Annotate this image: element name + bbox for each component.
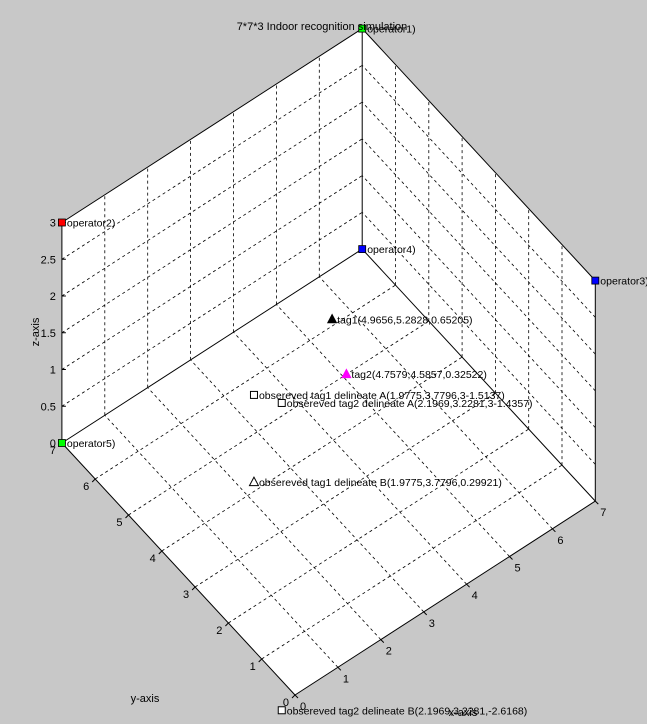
y-tick-label: 2 (216, 625, 222, 637)
box-edge (361, 248, 596, 502)
z-tick-label: 0.5 (41, 401, 56, 413)
z-tick-label: 2.5 (41, 254, 56, 266)
y-axis-label: y-axis (131, 693, 160, 705)
data-points: operator1) operator2) operator3) operator4)… (58, 24, 647, 717)
x-tick-mark (423, 611, 428, 616)
point-label: operator4) (367, 244, 415, 256)
z-tick-label: 0 (50, 438, 56, 450)
point-label: operator3) (600, 276, 647, 288)
point-label: obsereved tag2 delineate A(2.1969,3.2281… (287, 398, 533, 410)
point-label: obsereved tag1 delineate B(1.9775,3.7796… (259, 477, 502, 489)
x-axis-line (294, 500, 596, 696)
z-axis-label: z-axis (30, 317, 42, 346)
x-tick-label: 7 (600, 507, 606, 519)
y-tick-label: 5 (116, 517, 122, 529)
axes-background (61, 28, 596, 696)
point-label: tag1(4.9656,5.2828,0.65205) (337, 314, 472, 326)
point-marker (326, 313, 338, 324)
point-label: tag2(4.7579,4.5857,0.32522) (351, 369, 486, 381)
y-tick-mark (91, 478, 96, 483)
z-tick-label: 1 (50, 365, 56, 377)
point-label: operator2) (67, 218, 115, 230)
point-label: operator5) (67, 438, 115, 450)
point-marker (248, 476, 260, 487)
y-tick-mark (291, 694, 296, 699)
y-tick-mark (225, 622, 229, 627)
x-tick-mark (552, 528, 556, 533)
x-tick-label: 6 (557, 535, 563, 547)
box-edge (361, 28, 596, 281)
x-tick-mark (337, 666, 342, 671)
box-edge (61, 248, 363, 444)
point-marker (249, 390, 258, 399)
x-tick-label: 3 (429, 618, 435, 630)
y-axis-line (61, 442, 296, 696)
x-tick-label: 1 (343, 673, 349, 685)
point-label: operator1) (367, 24, 415, 36)
point-label: obsereved tag1 delineate A(1.9775,3.7796… (259, 390, 505, 402)
grid-lines (61, 56, 596, 668)
point-marker (341, 368, 352, 379)
x-tick-mark (594, 500, 599, 505)
point-label: obsereved tag2 delineate B(2.1969,3.2281… (287, 705, 528, 717)
z-tick-label: 1.5 (41, 328, 56, 340)
y-tick-mark (191, 586, 196, 591)
y-tick-label: 4 (150, 553, 156, 565)
x-tick-mark (509, 556, 513, 560)
point-marker (277, 398, 286, 407)
point-marker (591, 276, 600, 285)
point-marker (358, 24, 367, 33)
x-tick-mark (466, 583, 470, 588)
x-tick-label: 5 (515, 563, 521, 575)
point-marker (277, 706, 286, 715)
y-tick-label: 7 (50, 445, 56, 457)
y-tick-label: 3 (183, 589, 189, 601)
x-tick-mark (380, 639, 385, 643)
z-tick-label: 3 (50, 218, 56, 230)
y-tick-mark (125, 514, 129, 519)
y-tick-label: 6 (83, 481, 89, 493)
y-tick-mark (158, 550, 163, 555)
x-tick-label: 0 (300, 701, 306, 713)
x-tick-mark (294, 694, 299, 699)
x-axis-label: x-axis (449, 707, 478, 719)
axes-box (58, 28, 599, 699)
chart-title: 7*7*3 Indoor recognition simulation (237, 21, 408, 33)
point-marker (358, 245, 367, 254)
y-tick-mark (258, 658, 263, 663)
y-tick-label: 1 (250, 661, 256, 673)
point-marker (58, 439, 66, 447)
x-tick-label: 2 (386, 646, 392, 658)
point-marker (58, 218, 66, 227)
z-tick-label: 2 (50, 291, 56, 303)
y-tick-label: 0 (283, 697, 289, 709)
box-edge (61, 28, 363, 223)
x-tick-label: 4 (472, 590, 478, 602)
